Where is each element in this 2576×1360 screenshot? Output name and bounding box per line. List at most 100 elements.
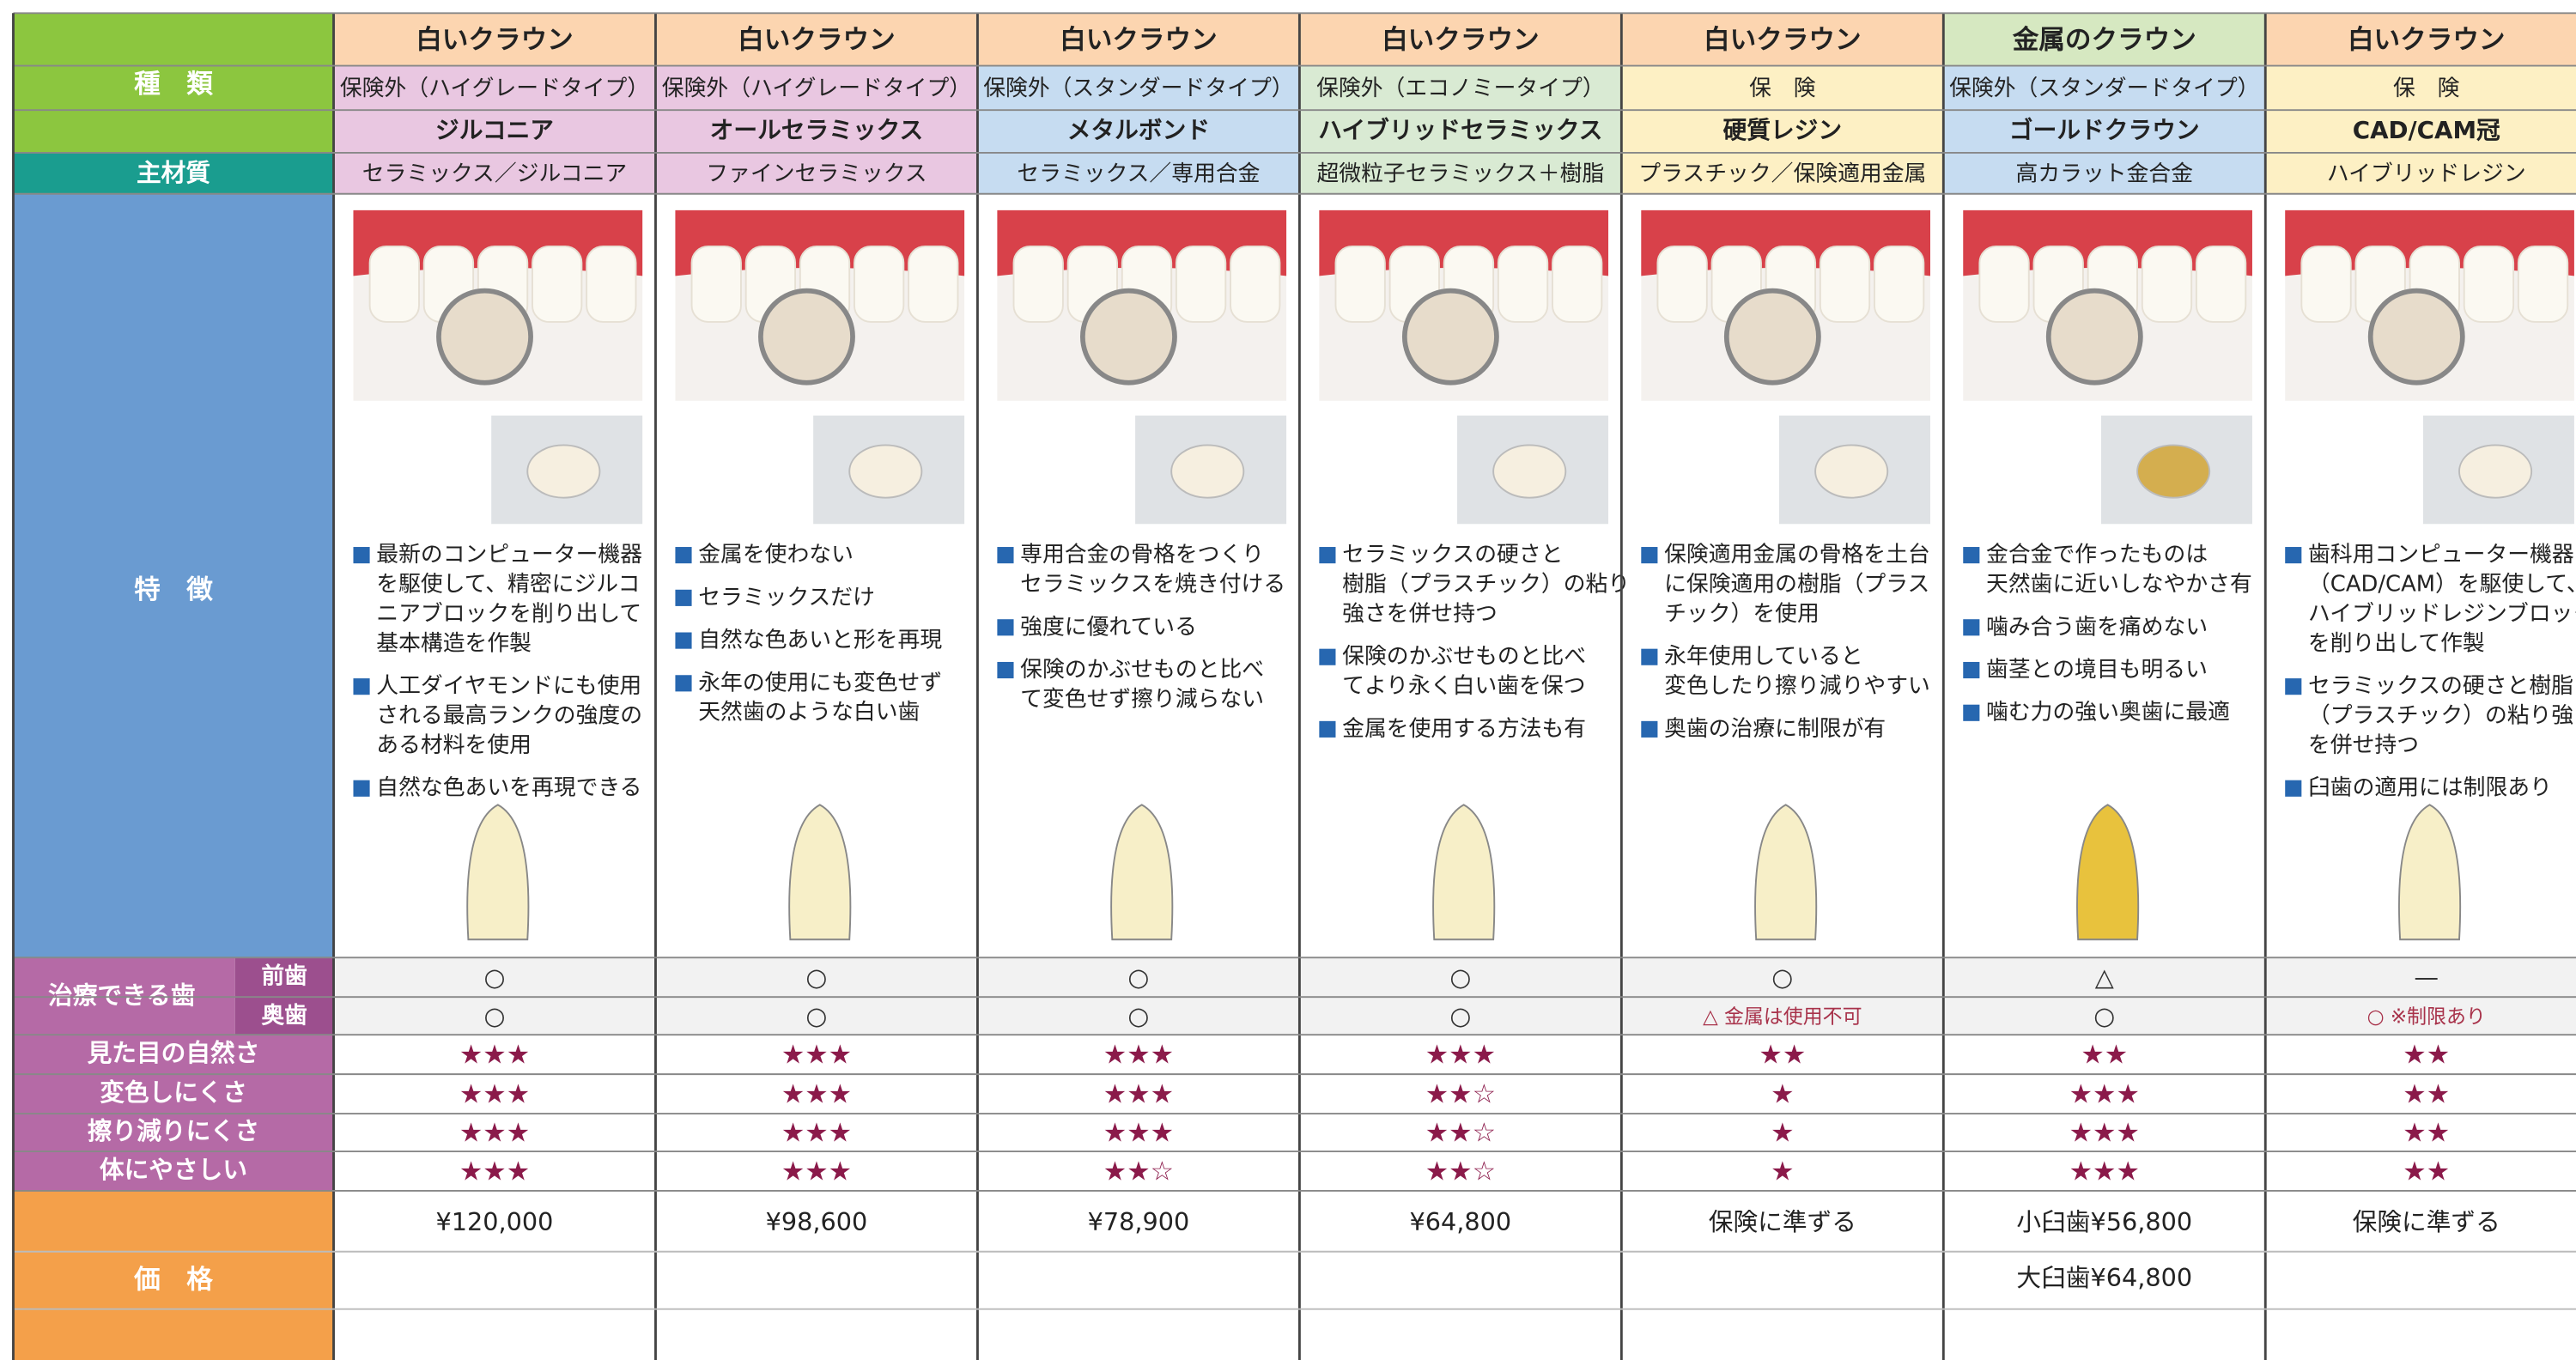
cell bbox=[977, 152, 1300, 194]
cell-text: ニアブロックを削り出して bbox=[376, 601, 641, 627]
bullet bbox=[1319, 720, 1336, 738]
cell-text: セラミックス／ジルコニア bbox=[362, 161, 627, 186]
cell bbox=[1943, 997, 2266, 1035]
tooth-diagram bbox=[788, 804, 852, 941]
cell-text: 見た目の自然さ bbox=[88, 1038, 260, 1067]
cell-text: ファインセラミックス bbox=[706, 161, 927, 186]
cell-text: （プラスチック）の粘り強さ bbox=[2308, 703, 2576, 729]
cell bbox=[333, 957, 656, 998]
cell bbox=[977, 1035, 1300, 1075]
cell-text: ¥64,800 bbox=[1410, 1207, 1512, 1236]
treatable-mark: ○ bbox=[483, 962, 505, 992]
cell bbox=[1943, 957, 2266, 998]
cell bbox=[655, 957, 978, 998]
tooth bbox=[1334, 246, 1386, 323]
cell bbox=[1299, 152, 1622, 194]
cell-text: 白いクラウン bbox=[1060, 25, 1218, 55]
cell-text: 天然歯に近いしなやかさ有 bbox=[1986, 572, 2252, 598]
cell-text: 前歯 bbox=[261, 962, 307, 990]
cell bbox=[1943, 13, 2266, 66]
cell bbox=[655, 1114, 978, 1152]
cell bbox=[655, 65, 978, 111]
cell bbox=[1299, 997, 1622, 1035]
cell-text: 変色しにくさ bbox=[100, 1078, 247, 1107]
cell-text: を駆使して、精密にジルコ bbox=[376, 572, 640, 598]
cell bbox=[655, 152, 978, 194]
cell-text: オールセラミックス bbox=[710, 116, 924, 144]
cell-text: 専用合金の骨格をつくり bbox=[1020, 542, 1264, 568]
cell bbox=[977, 1114, 1300, 1152]
cell bbox=[2265, 152, 2576, 194]
crown-sample bbox=[1492, 444, 1567, 499]
rating-stars: ★ bbox=[1771, 1157, 1794, 1187]
treatable-mark: ○ bbox=[805, 1001, 827, 1030]
cell-text: を併せ持つ bbox=[2308, 732, 2419, 758]
bullet bbox=[1963, 619, 1980, 636]
cell-text: 超微粒子セラミックス＋樹脂 bbox=[1316, 161, 1604, 186]
treatable-mark: ○ bbox=[2093, 1001, 2115, 1030]
rating-stars: ★★☆ bbox=[1425, 1118, 1496, 1148]
rating-stars: ★★☆ bbox=[1425, 1157, 1496, 1187]
cell-text: 保 険 bbox=[1749, 76, 1816, 101]
rating-stars: ★ bbox=[1771, 1080, 1794, 1110]
cell-text: 自然な色あいを再現できる bbox=[376, 775, 641, 801]
cell-text: 人工ダイヤモンドにも使用 bbox=[376, 673, 641, 699]
cell bbox=[2265, 13, 2576, 66]
tooth bbox=[690, 246, 742, 323]
cell-text: 特 徴 bbox=[134, 575, 213, 605]
mirror bbox=[436, 288, 533, 386]
treatable-mark: ○ bbox=[1127, 962, 1149, 992]
mirror bbox=[1723, 288, 1821, 386]
cell bbox=[2265, 1114, 2576, 1152]
rating-stars: ★★ bbox=[2403, 1157, 2450, 1187]
bullet bbox=[1963, 704, 1980, 721]
bullet bbox=[1319, 648, 1336, 665]
cell bbox=[1621, 1074, 1944, 1114]
cell-text: 保険のかぶせものと比べ bbox=[1342, 644, 1586, 670]
cell-text: ジルコニア bbox=[435, 116, 554, 144]
cell bbox=[2265, 1151, 2576, 1191]
mirror bbox=[1401, 288, 1499, 386]
tooth bbox=[586, 246, 637, 323]
treatable-mark: △ 金属は使用不可 bbox=[1703, 1006, 1862, 1029]
cell bbox=[1621, 1114, 1944, 1152]
cell bbox=[977, 957, 1300, 998]
cell bbox=[1621, 65, 1944, 111]
cell-text: 変色したり擦り減りやすい bbox=[1664, 673, 1930, 699]
bullet bbox=[675, 632, 692, 649]
mirror bbox=[2367, 288, 2465, 386]
cell-text: 自然な色あいと形を再現 bbox=[698, 628, 942, 653]
cell-text: ハイブリッドレジン bbox=[2327, 161, 2526, 186]
cell bbox=[1621, 152, 1944, 194]
bullet bbox=[1963, 547, 1980, 564]
cell-text: 奥歯 bbox=[261, 1002, 307, 1029]
treatable-mark: ○ bbox=[1449, 1001, 1471, 1030]
cell-text: ¥78,900 bbox=[1088, 1207, 1190, 1236]
label-cell bbox=[13, 152, 334, 194]
bullet bbox=[675, 675, 692, 692]
cell-text: 金属のクラウン bbox=[2012, 24, 2196, 55]
cell bbox=[333, 65, 656, 111]
tooth-diagram bbox=[1754, 804, 1818, 941]
cell bbox=[333, 13, 656, 66]
cell bbox=[333, 1074, 656, 1114]
cell-text: 保険外（エコノミータイプ） bbox=[1316, 76, 1605, 101]
tooth bbox=[1175, 246, 1227, 323]
cell-text: セラミックスを焼き付ける bbox=[1020, 572, 1285, 598]
cell-text: 歯科用コンピューター機器 bbox=[2308, 542, 2574, 568]
cell bbox=[2265, 957, 2576, 998]
cell bbox=[1621, 1035, 1944, 1075]
label-cell bbox=[13, 1114, 334, 1152]
tooth-diagram bbox=[1110, 804, 1174, 941]
tooth bbox=[2195, 246, 2247, 323]
tooth bbox=[1552, 246, 1603, 323]
tooth bbox=[1978, 246, 2030, 323]
tooth bbox=[2300, 246, 2352, 323]
cell-text: 保険のかぶせものと比べ bbox=[1020, 657, 1264, 683]
cell-text: 大臼歯¥64,800 bbox=[2016, 1263, 2192, 1292]
rating-stars: ★★★ bbox=[2069, 1118, 2140, 1148]
cell bbox=[1943, 1074, 2266, 1114]
cell-text: メタルボンド bbox=[1067, 116, 1210, 144]
